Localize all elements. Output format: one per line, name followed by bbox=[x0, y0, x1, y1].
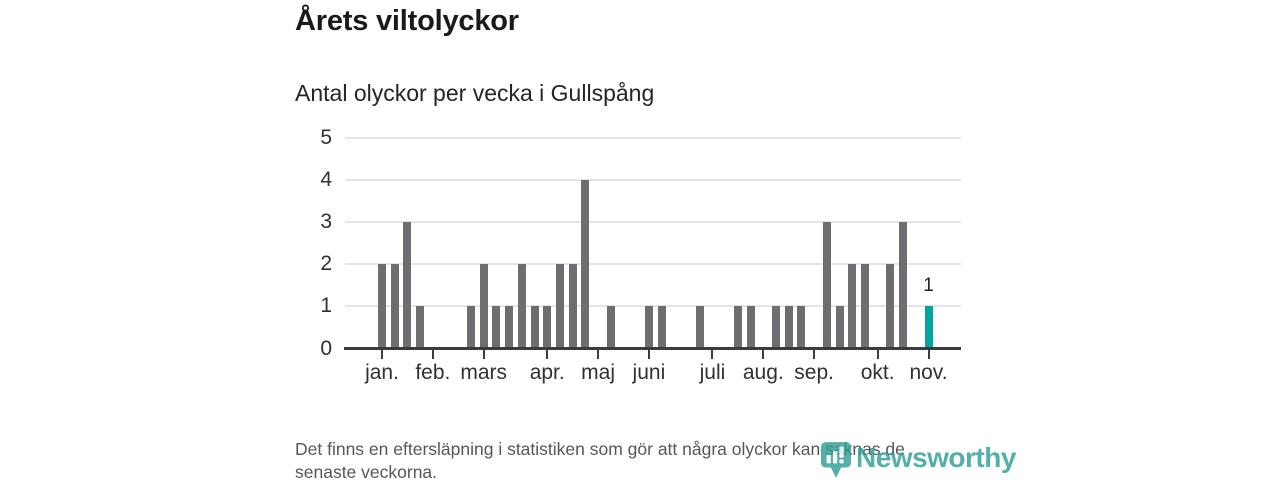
bar-week-1 bbox=[390, 264, 399, 348]
gridline-y-3 bbox=[345, 220, 961, 223]
x-axis-label-okt: okt. bbox=[860, 360, 895, 384]
x-axis-label-maj: maj bbox=[581, 360, 615, 384]
bar-week-12 bbox=[530, 306, 539, 348]
bar-week-29 bbox=[746, 306, 755, 348]
page-title: Årets viltolyckor bbox=[295, 5, 519, 37]
x-axis-label-juli: juli bbox=[699, 360, 726, 384]
bar-week-35 bbox=[822, 221, 831, 348]
bar-week-22 bbox=[657, 306, 666, 348]
bar-week-16 bbox=[581, 179, 590, 348]
bar-week-33 bbox=[797, 306, 806, 348]
tick-mark-nov bbox=[927, 350, 930, 359]
tick-mark-mars bbox=[482, 350, 485, 359]
y-axis-label-5: 5 bbox=[320, 125, 332, 149]
bar-week-25 bbox=[695, 306, 704, 348]
chart-subtitle: Antal olyckor per vecka i Gullspång bbox=[295, 80, 655, 106]
tick-mark-maj bbox=[597, 350, 600, 359]
newsworthy-pin-chart-icon bbox=[820, 442, 852, 478]
tick-mark-juni bbox=[647, 350, 650, 359]
bar-week-9 bbox=[492, 306, 501, 348]
x-axis-line bbox=[344, 347, 961, 350]
bar-week-3 bbox=[416, 306, 425, 348]
gridline-y-4 bbox=[345, 178, 961, 181]
gridline-y-1 bbox=[345, 305, 961, 308]
bar-week-38 bbox=[860, 264, 869, 348]
x-axis-label-feb: feb. bbox=[415, 360, 451, 384]
bar-week-28 bbox=[733, 306, 742, 348]
footnote-line-2: senaste veckorna. bbox=[295, 462, 438, 480]
bar-week-10 bbox=[505, 306, 514, 348]
bar-week-41 bbox=[899, 221, 908, 348]
tick-mark-apr bbox=[546, 350, 549, 359]
y-axis-label-4: 4 bbox=[320, 167, 332, 191]
bar-week-2 bbox=[403, 221, 412, 348]
bar-week-21 bbox=[644, 306, 653, 348]
tick-mark-feb bbox=[431, 350, 434, 359]
bar-week-11 bbox=[517, 264, 526, 348]
tick-mark-okt bbox=[876, 350, 879, 359]
gridline-y-2 bbox=[345, 263, 961, 266]
bar-week-0 bbox=[378, 264, 386, 348]
newsworthy-logo[interactable]: Newsworthy bbox=[820, 441, 1016, 480]
x-axis-label-sep: sep. bbox=[794, 360, 834, 384]
gridline-y-5 bbox=[345, 136, 961, 139]
tick-mark-jan bbox=[381, 350, 383, 359]
x-axis-label-juni: juni bbox=[632, 360, 666, 384]
bar-week-31 bbox=[772, 306, 780, 348]
x-axis-label-mars: mars bbox=[460, 360, 507, 384]
bar-week-14 bbox=[555, 264, 564, 348]
bar-value-label: 1 bbox=[923, 275, 934, 297]
bar-week-40 bbox=[886, 264, 895, 348]
bar-week-13 bbox=[543, 306, 552, 348]
bar-week-7 bbox=[466, 306, 475, 348]
y-axis-label-0: 0 bbox=[320, 336, 332, 360]
bar-week-18 bbox=[606, 306, 615, 348]
footnote-line-1: Det finns en eftersläpning i statistiken… bbox=[295, 439, 905, 459]
y-axis-label-3: 3 bbox=[320, 209, 332, 233]
newsworthy-logo-text: Newsworthy bbox=[856, 442, 1016, 473]
y-axis-label-2: 2 bbox=[320, 252, 332, 276]
bar-week-37 bbox=[848, 264, 857, 348]
x-axis-label-aug: aug. bbox=[742, 360, 784, 384]
tick-mark-juli bbox=[711, 350, 714, 359]
x-axis-label-apr: apr. bbox=[529, 360, 565, 384]
x-axis-label-jan: jan. bbox=[365, 360, 399, 384]
highlighted-bar-week-43 bbox=[924, 306, 933, 348]
bar-week-8 bbox=[479, 264, 488, 348]
tick-mark-sep bbox=[813, 350, 816, 359]
bar-week-32 bbox=[784, 306, 793, 348]
tick-mark-aug bbox=[762, 350, 765, 359]
bar-chart: 0 1 2 3 4 5 1 jan. feb. mars apr. maj juni juli aug. se… bbox=[320, 125, 961, 384]
y-axis-label-1: 1 bbox=[320, 294, 332, 318]
chart-footnote: Det finns en eftersläpning i statistiken… bbox=[295, 438, 905, 480]
bar-week-15 bbox=[568, 264, 577, 348]
bar-week-36 bbox=[835, 306, 844, 348]
x-axis-label-nov: nov. bbox=[909, 360, 948, 384]
